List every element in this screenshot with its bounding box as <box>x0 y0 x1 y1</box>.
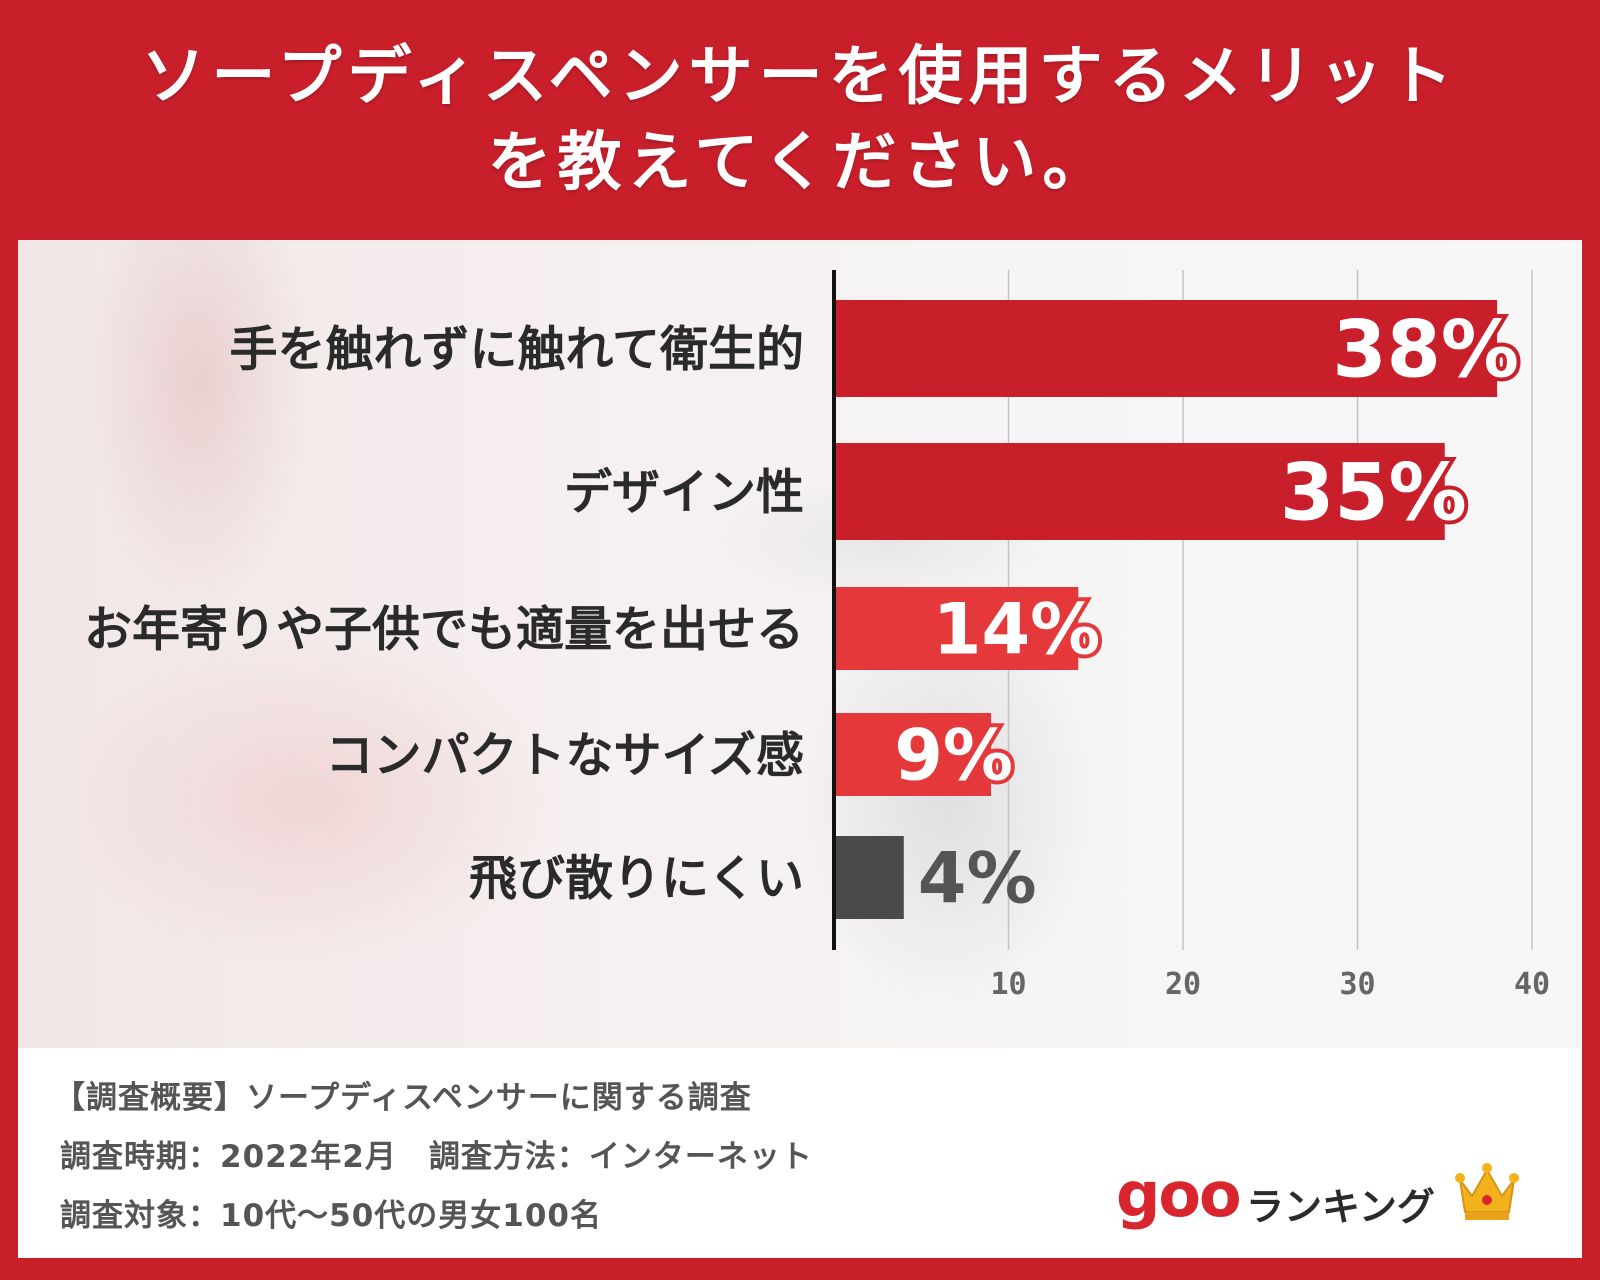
chart-title-line-1: ソープディスペンサーを使用するメリット <box>141 40 1459 114</box>
value-label: 35% <box>1280 449 1467 539</box>
category-label: 手を触れずに触れて衛生的 <box>229 322 804 378</box>
survey-target: 調査対象：10代〜50代の男女100名 <box>60 1198 602 1234</box>
bar-1 <box>834 300 1498 397</box>
chart-panel: 10 20 30 40 手を触れずに触れて衛生的 38% デザイン性 35% お年寄りや子供でも… <box>18 240 1582 1258</box>
bar-4 <box>834 713 992 796</box>
crown-icon <box>1455 1163 1519 1220</box>
goo-brand: goo <box>1116 1158 1242 1231</box>
x-tick-label: 40 <box>1514 967 1550 1002</box>
bar-chart: 10 20 30 40 手を触れずに触れて衛生的 38% デザイン性 35% お年寄りや子供でも… <box>84 270 1550 1002</box>
value-label: 14% <box>933 589 1101 671</box>
survey-period-method: 調査時期：2022年2月 調査方法：インターネット <box>60 1139 813 1175</box>
chart-title-line-2: を教えてください。 <box>487 126 1113 200</box>
ranking-label: ランキング <box>1246 1185 1435 1229</box>
x-tick-label: 20 <box>1165 967 1201 1002</box>
survey-summary: 【調査概要】ソープディスペンサーに関する調査 調査時期：2022年2月 調査方法… <box>18 1048 1582 1258</box>
category-label: 飛び散りにくい <box>469 851 804 907</box>
bar-3 <box>834 587 1079 670</box>
bar-5 <box>834 836 904 919</box>
x-tick-label: 30 <box>1339 967 1375 1002</box>
goo-ranking-logo: goo ランキング <box>1116 1158 1556 1238</box>
category-label: コンパクトなサイズ感 <box>325 728 804 784</box>
x-tick-label: 10 <box>990 967 1026 1002</box>
bar-2 <box>834 443 1445 540</box>
chart-title: ソープディスペンサーを使用するメリット を教えてください。 <box>0 0 1600 240</box>
value-label: 4% <box>918 838 1037 920</box>
value-label: 9% <box>894 715 1013 797</box>
value-label: 38% <box>1332 306 1519 396</box>
category-label: お年寄りや子供でも適量を出せる <box>84 602 804 658</box>
survey-title: 【調査概要】ソープディスペンサーに関する調査 <box>54 1080 752 1116</box>
category-label: デザイン性 <box>564 465 804 521</box>
